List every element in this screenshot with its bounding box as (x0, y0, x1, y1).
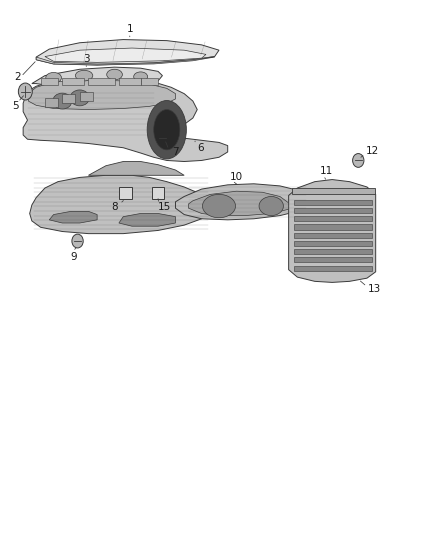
Polygon shape (49, 212, 97, 223)
Ellipse shape (134, 72, 148, 82)
Text: 7: 7 (172, 147, 178, 157)
Bar (62, 94, 75, 103)
Ellipse shape (202, 195, 236, 217)
Polygon shape (45, 48, 206, 62)
Text: 15: 15 (158, 202, 171, 212)
Polygon shape (30, 175, 210, 233)
Ellipse shape (259, 197, 283, 216)
Ellipse shape (147, 101, 186, 159)
Bar (294, 241, 372, 246)
Bar (294, 257, 372, 262)
Bar (294, 216, 372, 221)
Polygon shape (32, 67, 162, 87)
Bar (45, 98, 58, 108)
Bar (88, 78, 115, 85)
Bar (141, 78, 158, 85)
Ellipse shape (53, 93, 72, 109)
Ellipse shape (46, 72, 61, 83)
Bar (41, 78, 58, 85)
Text: 8: 8 (111, 202, 118, 212)
Text: 12: 12 (366, 146, 379, 156)
Text: 11: 11 (319, 166, 333, 176)
Bar (294, 208, 372, 213)
Bar (294, 249, 372, 254)
Text: 2: 2 (14, 71, 21, 82)
Polygon shape (28, 80, 176, 110)
Bar (294, 224, 372, 230)
Polygon shape (188, 191, 289, 216)
Bar (294, 265, 372, 271)
Ellipse shape (154, 110, 180, 150)
Polygon shape (292, 188, 375, 195)
Circle shape (353, 154, 364, 167)
Bar (294, 199, 372, 205)
Text: 13: 13 (367, 284, 381, 294)
Circle shape (72, 234, 83, 248)
Text: 3: 3 (83, 54, 89, 63)
Text: 1: 1 (127, 24, 133, 34)
Bar (152, 188, 164, 199)
Text: 10: 10 (230, 172, 243, 182)
Bar (119, 188, 131, 199)
Polygon shape (176, 184, 306, 220)
Polygon shape (88, 161, 184, 175)
Ellipse shape (70, 90, 89, 106)
Text: 9: 9 (70, 252, 77, 262)
Polygon shape (289, 180, 376, 282)
Polygon shape (36, 39, 219, 65)
Bar (119, 78, 141, 85)
Bar (62, 78, 84, 85)
Text: 6: 6 (197, 143, 204, 153)
Ellipse shape (75, 70, 93, 81)
Polygon shape (23, 77, 228, 161)
Bar (80, 92, 93, 101)
Text: 5: 5 (12, 101, 19, 111)
Circle shape (18, 83, 32, 100)
Ellipse shape (107, 69, 122, 80)
Circle shape (157, 132, 168, 144)
Bar (294, 232, 372, 238)
Polygon shape (36, 56, 215, 65)
Polygon shape (119, 214, 176, 226)
